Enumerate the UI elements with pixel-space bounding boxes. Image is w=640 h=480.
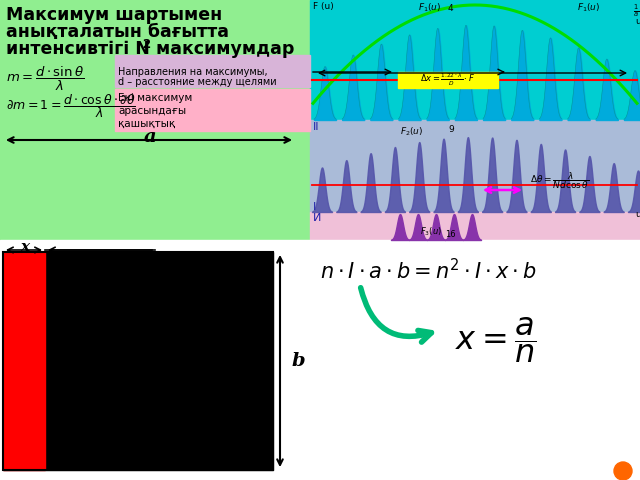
Text: $\Delta x = \frac{1.22\cdot\lambda}{D}\cdot F$: $\Delta x = \frac{1.22\cdot\lambda}{D}\c… — [420, 72, 476, 88]
Bar — [398, 72, 498, 88]
Text: u: u — [635, 17, 640, 26]
Text: $\partial m = 1 = \dfrac{d \cdot \cos\theta \cdot \partial\theta}{\lambda}$: $\partial m = 1 = \dfrac{d \cdot \cos\th… — [6, 92, 136, 120]
Text: a: a — [144, 128, 156, 146]
Bar — [310, 120, 640, 212]
Text: $F_3(u)$: $F_3(u)$ — [420, 226, 442, 239]
Text: $F_1(u)$: $F_1(u)$ — [577, 2, 600, 14]
Text: b: b — [292, 352, 306, 370]
Bar — [0, 240, 640, 480]
Bar — [3, 252, 273, 470]
Text: u: u — [635, 210, 640, 219]
Text: интенсивтігі N: интенсивтігі N — [6, 40, 150, 58]
Text: $x = \dfrac{a}{n}$: $x = \dfrac{a}{n}$ — [455, 315, 536, 365]
Text: $n \cdot I \cdot a \cdot b = n^2 \cdot I \cdot x \cdot b$: $n \cdot I \cdot a \cdot b = n^2 \cdot I… — [320, 258, 536, 283]
Text: 4: 4 — [447, 4, 453, 13]
Text: $F_2(u)$: $F_2(u)$ — [400, 125, 424, 137]
Text: Направления на максимумы,: Направления на максимумы, — [118, 67, 268, 77]
Text: x: x — [20, 240, 29, 254]
Text: II: II — [313, 122, 319, 132]
Bar — [310, 0, 640, 120]
Bar — [115, 55, 310, 87]
Text: И: И — [313, 213, 321, 223]
Bar — [310, 212, 640, 240]
Text: Максимум шартымен: Максимум шартымен — [6, 6, 222, 24]
Text: 2: 2 — [142, 38, 150, 51]
Text: арасындағы: арасындағы — [118, 106, 186, 116]
Text: 16: 16 — [445, 230, 456, 239]
Circle shape — [614, 462, 632, 480]
Bar — [115, 89, 310, 131]
Text: F (u): F (u) — [313, 2, 333, 11]
Text: 9: 9 — [448, 125, 454, 134]
Text: анықталатын бағытта: анықталатын бағытта — [6, 23, 229, 41]
Text: $\Delta\theta = \dfrac{\lambda}{Nd\cos\theta}$: $\Delta\theta = \dfrac{\lambda}{Nd\cos\t… — [530, 170, 589, 191]
Text: Екі максимум: Екі максимум — [118, 93, 192, 103]
Bar — [0, 0, 310, 240]
Text: d – расстояние между щелями: d – расстояние между щелями — [118, 77, 276, 87]
FancyArrowPatch shape — [361, 288, 431, 342]
Bar — [3, 252, 273, 470]
Text: $m = \dfrac{d \cdot \sin\theta}{\lambda}$: $m = \dfrac{d \cdot \sin\theta}{\lambda}… — [6, 65, 84, 93]
Text: қашықтық: қашықтық — [118, 119, 175, 129]
Bar — [3, 252, 45, 470]
Text: I: I — [313, 202, 316, 212]
Text: $\frac{1}{a}$: $\frac{1}{a}$ — [633, 2, 639, 19]
Text: максимумдар: максимумдар — [150, 40, 294, 58]
Text: $F_1(u)$: $F_1(u)$ — [418, 2, 442, 14]
